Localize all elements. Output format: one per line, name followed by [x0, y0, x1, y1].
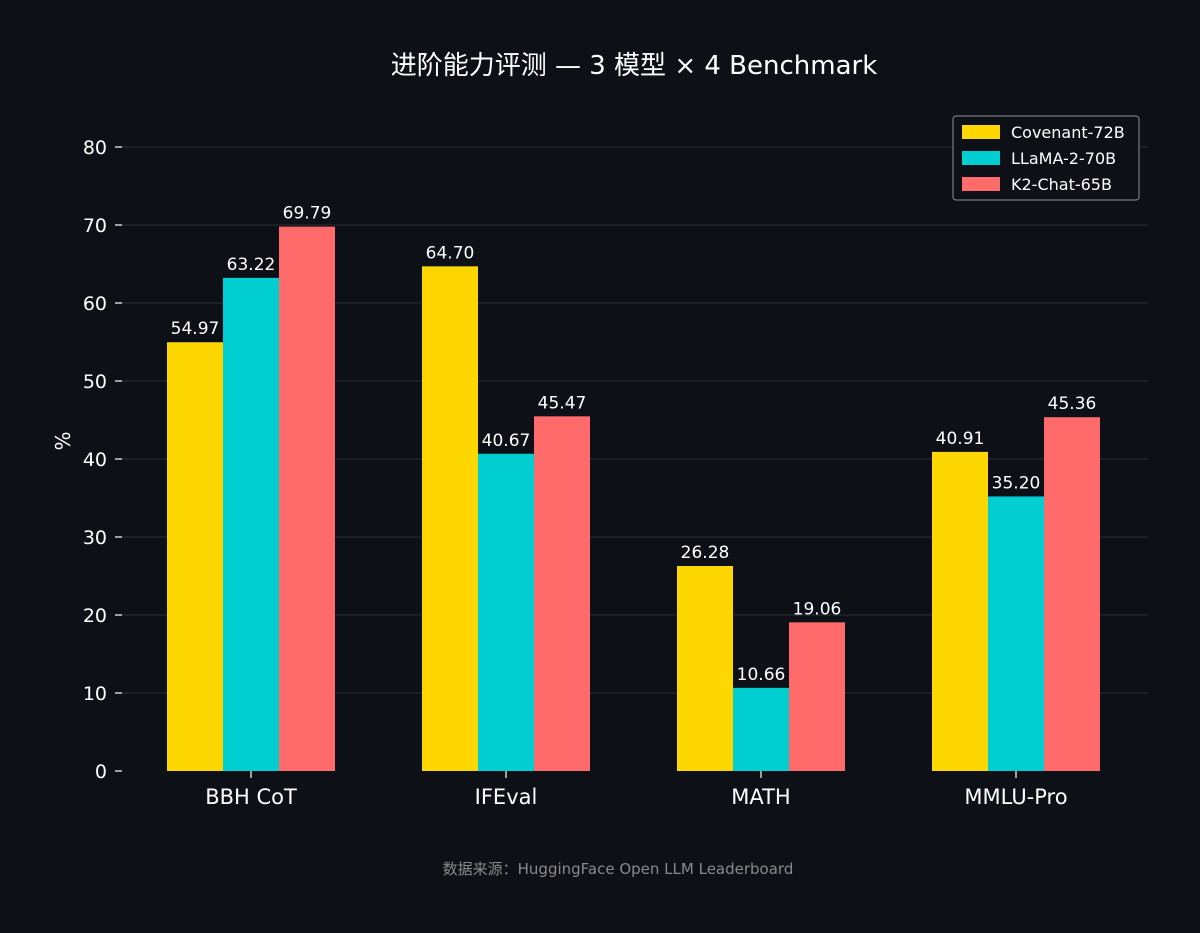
x-tick-label: MMLU-Pro: [964, 785, 1067, 809]
data-label: 64.70: [426, 243, 475, 263]
y-tick-label: 70: [83, 215, 107, 237]
data-label: 35.20: [992, 473, 1041, 493]
y-tick-label: 20: [83, 605, 107, 627]
y-tick-label: 40: [83, 449, 107, 471]
x-axis-ticks: BBH CoT IFEval MATH MMLU-Pro: [205, 771, 1068, 809]
x-tick-label: BBH CoT: [205, 785, 297, 809]
bar-llama-2-70b-bbh-cot: [223, 277, 279, 771]
y-tick-label: 60: [83, 293, 107, 315]
bar-k2-chat-65b-mmlu-pro: [1044, 417, 1100, 771]
bar-k2-chat-65b-math: [789, 622, 845, 771]
data-label: 45.36: [1048, 394, 1097, 414]
legend-swatch: [962, 177, 1000, 191]
x-tick-label: MATH: [731, 785, 790, 809]
bar-covenant-72b-mmlu-pro: [932, 451, 988, 771]
data-label: 19.06: [793, 599, 842, 619]
bar-covenant-72b-ifeval: [422, 266, 478, 771]
bar-covenant-72b-math: [677, 566, 733, 771]
legend: Covenant-72B LLaMA-2-70B K2-Chat-65B: [952, 115, 1140, 201]
data-label: 40.91: [936, 429, 985, 449]
data-labels: 54.97 63.22 69.79 64.70 40.67 45.47 26.28 10.66…: [171, 204, 1097, 685]
bar-llama-2-70b-ifeval: [478, 453, 534, 771]
x-tick-label: IFEval: [475, 785, 538, 809]
y-tick-label: 30: [83, 527, 107, 549]
data-label: 63.22: [227, 255, 276, 275]
bars: [167, 226, 1100, 771]
data-label: 26.28: [681, 543, 730, 563]
legend-swatch: [962, 151, 1000, 165]
y-tick-label: 10: [83, 683, 107, 705]
y-axis-label: %: [51, 431, 75, 450]
data-label: 45.47: [538, 393, 587, 413]
chart-title: 进阶能力评测 — 3 模型 × 4 Benchmark: [391, 51, 878, 81]
legend-swatch: [962, 125, 1000, 139]
bar-llama-2-70b-math: [733, 687, 789, 771]
bar-k2-chat-65b-bbh-cot: [279, 226, 335, 771]
y-tick-label: 0: [95, 761, 107, 783]
legend-label: K2-Chat-65B: [1011, 175, 1112, 194]
y-tick-label: 50: [83, 371, 107, 393]
y-tick-label: 80: [83, 137, 107, 159]
data-label: 54.97: [171, 319, 220, 339]
y-axis-ticks: 0 10 20 30 40 50 60 70 80: [83, 137, 122, 783]
data-label: 40.67: [482, 431, 531, 451]
source-note: 数据来源：HuggingFace Open LLM Leaderboard: [443, 860, 794, 878]
legend-label: LLaMA-2-70B: [1011, 149, 1116, 168]
bar-llama-2-70b-mmlu-pro: [988, 496, 1044, 771]
data-label: 69.79: [283, 204, 332, 224]
data-label: 10.66: [737, 665, 786, 685]
legend-label: Covenant-72B: [1011, 123, 1125, 142]
bar-k2-chat-65b-ifeval: [534, 416, 590, 771]
bar-covenant-72b-bbh-cot: [167, 342, 223, 771]
